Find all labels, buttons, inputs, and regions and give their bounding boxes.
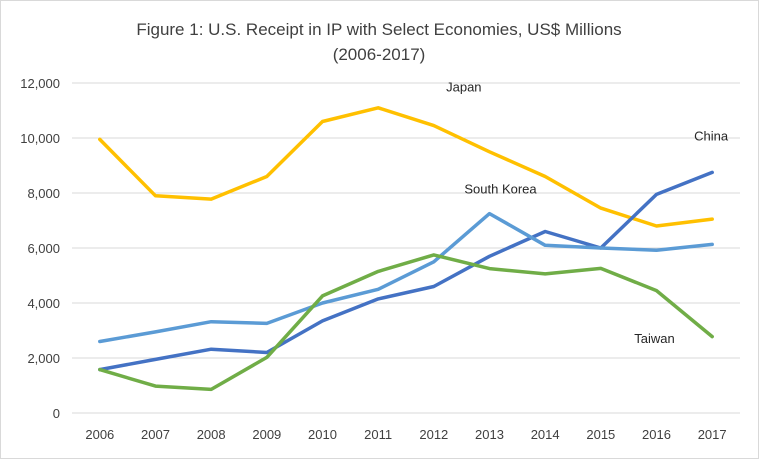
y-tick-label: 8,000	[27, 186, 60, 201]
y-tick-label: 2,000	[27, 351, 60, 366]
x-tick-label: 2007	[141, 427, 170, 442]
series-label-south-korea: South Korea	[464, 182, 537, 197]
x-tick-label: 2015	[586, 427, 615, 442]
x-tick-label: 2009	[252, 427, 281, 442]
x-tick-label: 2017	[698, 427, 727, 442]
y-tick-label: 10,000	[20, 131, 60, 146]
x-tick-label: 2010	[308, 427, 337, 442]
x-tick-label: 2008	[197, 427, 226, 442]
x-tick-label: 2011	[364, 427, 392, 442]
series-label-japan: Japan	[446, 80, 481, 95]
series-label-taiwan: Taiwan	[634, 331, 674, 346]
gridlines	[72, 82, 740, 359]
x-tick-label: 2006	[85, 427, 114, 442]
chart-title: Figure 1: U.S. Receipt in IP with Select…	[136, 20, 621, 39]
x-tick-label: 2013	[475, 427, 504, 442]
series-line-south-korea	[98, 211, 714, 344]
series-line-japan	[98, 106, 714, 228]
series-line-china	[98, 170, 714, 372]
y-tick-label: 6,000	[27, 241, 60, 256]
x-tick-label: 2012	[419, 427, 448, 442]
y-tick-label: 12,000	[20, 76, 60, 91]
series-label-china: China	[694, 128, 729, 143]
series-labels: Japan China South Korea Taiwan	[446, 80, 729, 346]
series-lines	[98, 106, 714, 392]
y-tick-label: 0	[53, 406, 60, 421]
chart-subtitle: (2006-2017)	[333, 45, 426, 64]
series-line-taiwan	[98, 253, 714, 392]
x-tick-label: 2014	[531, 427, 560, 442]
x-tick-label: 2016	[642, 427, 671, 442]
y-tick-label: 4,000	[27, 296, 60, 311]
axes: 0 2,000 4,000 6,000 8,000 10,000 12,000 2006 200…	[20, 76, 740, 442]
